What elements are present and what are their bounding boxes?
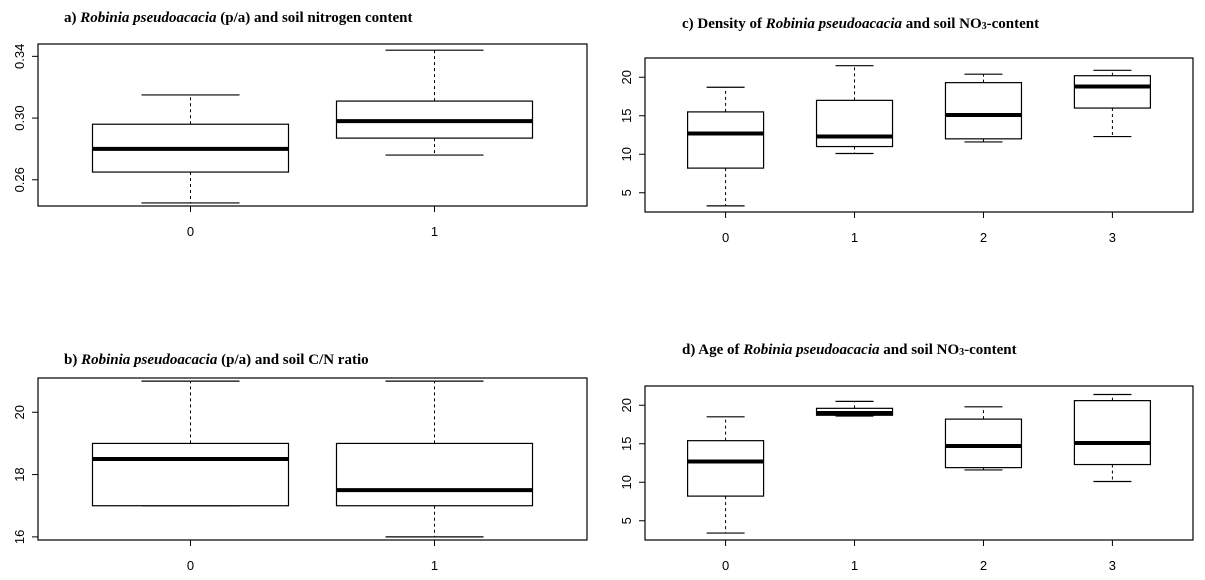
x-tick-label-a-1: 1 bbox=[431, 224, 438, 239]
x-tick-label-d-3: 3 bbox=[1109, 558, 1116, 573]
x-tick-label-d-2: 2 bbox=[980, 558, 987, 573]
y-tick-label-a-1: 0.30 bbox=[12, 105, 27, 130]
y-tick-label-d-0: 5 bbox=[619, 517, 634, 524]
x-tick-label-c-2: 2 bbox=[980, 230, 987, 245]
x-tick-label-b-1: 1 bbox=[431, 558, 438, 573]
x-tick-label-c-0: 0 bbox=[722, 230, 729, 245]
y-tick-label-a-0: 0.26 bbox=[12, 167, 27, 192]
y-tick-label-d-2: 15 bbox=[619, 437, 634, 451]
box-b-1 bbox=[335, 442, 534, 507]
plot-frame-d bbox=[644, 385, 1194, 541]
x-tick-label-b-0: 0 bbox=[187, 558, 194, 573]
chart-title-d: d) Age of Robinia pseudoacacia and soil … bbox=[682, 342, 1017, 358]
x-tick-label-c-1: 1 bbox=[851, 230, 858, 245]
box-c-3 bbox=[1073, 75, 1152, 109]
y-tick-label-c-0: 5 bbox=[619, 189, 634, 196]
y-tick-label-d-1: 10 bbox=[619, 475, 634, 489]
box-c-1 bbox=[815, 99, 894, 148]
box-c-2 bbox=[944, 82, 1023, 140]
y-tick-label-a-2: 0.34 bbox=[12, 44, 27, 69]
y-tick-label-c-3: 20 bbox=[619, 70, 634, 84]
x-tick-label-d-1: 1 bbox=[851, 558, 858, 573]
box-d-1 bbox=[815, 407, 894, 416]
y-tick-label-b-2: 20 bbox=[12, 405, 27, 419]
box-a-0 bbox=[91, 123, 290, 173]
box-d-3 bbox=[1073, 400, 1152, 466]
x-tick-label-a-0: 0 bbox=[187, 224, 194, 239]
y-tick-label-b-1: 18 bbox=[12, 467, 27, 481]
plot-frame-c bbox=[644, 57, 1194, 213]
box-d-0 bbox=[686, 440, 765, 497]
box-b-0 bbox=[91, 442, 290, 507]
y-tick-label-c-2: 15 bbox=[619, 109, 634, 123]
y-tick-label-c-1: 10 bbox=[619, 147, 634, 161]
x-tick-label-d-0: 0 bbox=[722, 558, 729, 573]
box-d-2 bbox=[944, 418, 1023, 469]
chart-title-c: c) Density of Robinia pseudoacacia and s… bbox=[682, 16, 1040, 32]
y-tick-label-d-3: 20 bbox=[619, 398, 634, 412]
y-tick-label-b-0: 16 bbox=[12, 530, 27, 544]
box-c-0 bbox=[686, 111, 765, 169]
plot-frame-a bbox=[37, 43, 588, 207]
chart-title-b: b) Robinia pseudoacacia (p/a) and soil C… bbox=[64, 352, 369, 368]
chart-title-a: a) Robinia pseudoacacia (p/a) and soil n… bbox=[64, 10, 413, 26]
x-tick-label-c-3: 3 bbox=[1109, 230, 1116, 245]
plot-frame-b bbox=[37, 377, 588, 541]
box-a-1 bbox=[335, 100, 534, 139]
